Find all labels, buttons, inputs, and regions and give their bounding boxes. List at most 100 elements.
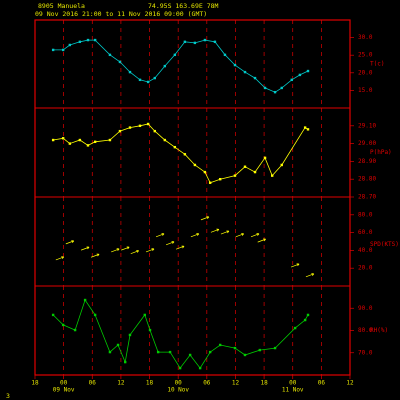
point [183,40,187,44]
point [233,346,237,350]
point [253,76,257,80]
point [258,348,261,352]
y-tick-label: 30.0 [358,34,373,41]
y-tick-label: 28.70 [358,194,376,201]
wind-arrow [111,248,120,253]
date-label: 10 Nov [167,387,189,394]
point [280,86,283,90]
point [203,170,207,174]
point [51,138,55,142]
y-tick-label: 40.0 [358,247,373,254]
wind-arrow [190,233,200,238]
point [68,142,72,145]
point [263,156,267,160]
series-line [53,39,309,93]
point [306,128,310,131]
point [93,140,97,144]
point [86,144,90,147]
y-tick-label: 25.0 [358,52,373,59]
point [233,174,237,177]
point [290,78,293,82]
point [68,43,72,47]
point [148,328,152,332]
location: 74.95S 163.69E 78M [148,2,219,10]
point [303,126,307,129]
point [273,90,277,94]
point [271,174,274,177]
point [183,153,187,156]
x-tick-label: 00 [289,380,297,387]
plot-frame [34,19,351,376]
point [128,70,132,74]
wind-arrow [91,253,100,258]
wind-arrow [290,263,300,268]
point [243,165,247,168]
point [138,124,142,127]
wind-arrow [175,245,185,250]
x-tick-label: 12 [346,380,354,387]
wind-arrow [65,240,75,245]
wind-arrow [305,273,315,278]
point [78,40,82,44]
point [51,48,55,52]
point [128,333,132,337]
point [188,353,192,357]
point [208,181,212,184]
x-tick-label: 06 [203,380,211,387]
point [303,318,307,322]
series-line [52,299,309,369]
point [163,138,167,142]
point [138,78,142,82]
date-label: 09 Nov [53,387,75,394]
point [93,313,97,317]
wind-arrow [121,246,130,251]
station: 8905 Manuela [38,2,85,10]
point [208,350,212,354]
point [153,76,156,80]
wind-arrow [130,250,140,255]
point [243,70,247,74]
point [61,48,65,52]
point [61,137,65,140]
point [93,38,97,42]
point [253,170,257,174]
point [116,343,120,347]
y-tick-label: 70.0 [358,349,373,356]
point [124,360,127,364]
point [108,350,112,354]
point [146,80,150,84]
point [168,350,172,354]
y-tick-label: 80.0 [358,211,373,218]
wind-arrow [165,241,175,246]
point [78,138,82,142]
wind-arrow [155,233,165,238]
point [146,122,150,126]
point [73,328,77,332]
wind-arrow [55,256,65,261]
point [273,346,277,350]
x-tick-label: 06 [318,380,326,387]
point [118,60,122,64]
point [173,53,177,57]
y-tick-label: 28.90 [358,158,376,165]
point [293,326,297,330]
wind-arrow [200,216,210,221]
y-tick-label: 29.10 [358,122,376,129]
point [218,178,222,181]
y-tick-label: 20.0 [358,69,373,76]
axis-label: P(hPa) [370,149,392,156]
wind-arrow [145,248,155,253]
x-tick-label: 18 [146,380,154,387]
point [298,73,302,77]
y-tick-label: 29.00 [358,140,376,147]
y-tick-label: 15.0 [358,87,373,94]
y-tick-label: 80.0 [358,327,373,334]
axis-label: RH(%) [370,327,388,334]
wind-arrow [235,233,245,238]
x-tick-label: 18 [260,380,268,387]
point [213,40,217,44]
point [178,366,182,370]
axis-label: T(c) [370,61,384,68]
series-line [53,123,309,184]
